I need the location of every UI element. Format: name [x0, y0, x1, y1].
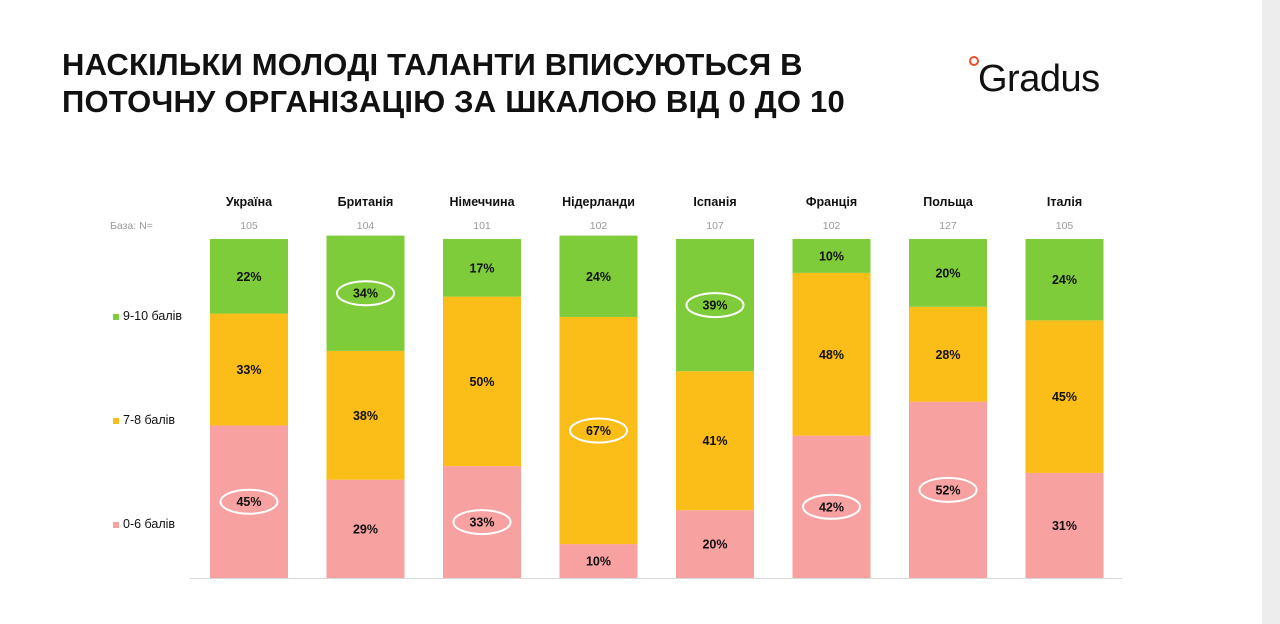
bar-segment [792, 435, 871, 578]
highlight-ellipse [219, 488, 279, 515]
bar-segment [326, 350, 405, 480]
bar-segment [443, 296, 521, 467]
data-label: 41% [702, 434, 727, 448]
data-label: 38% [353, 409, 378, 423]
data-label: 10% [819, 249, 844, 263]
base-n-value: 102 [823, 220, 841, 232]
data-label: 33% [236, 363, 261, 377]
highlight-ellipse [569, 417, 628, 444]
bar-segment [1025, 320, 1104, 473]
data-label: 20% [702, 538, 727, 552]
bar-segment [676, 239, 754, 372]
legend-label: 9-10 балів [123, 309, 182, 323]
page-title: НАСКІЛЬКИ МОЛОДІ ТАЛАНТИ ВПИСУЮТЬСЯ В ПО… [62, 47, 845, 119]
category-label: Британія [338, 195, 394, 209]
data-label: 24% [586, 270, 611, 284]
data-label: 52% [935, 483, 960, 497]
highlight-ellipse [802, 493, 861, 520]
data-label: 20% [935, 266, 960, 280]
highlight-ellipse [336, 280, 395, 307]
data-label: 10% [586, 555, 611, 569]
bar-segment [909, 306, 987, 402]
logo-accent-dot [969, 56, 979, 66]
bar-segment [326, 479, 405, 578]
base-n-label: База: N= [110, 220, 153, 232]
data-label: 24% [1052, 273, 1077, 287]
data-label: 31% [1052, 519, 1077, 533]
gradus-logo: Gradus [968, 54, 1138, 104]
bar-segment [210, 239, 288, 314]
data-label: 22% [236, 270, 261, 284]
window-edge [1262, 0, 1280, 624]
category-label: Іспанія [693, 195, 736, 209]
bar-segment [559, 235, 638, 317]
bar-segment [909, 401, 987, 578]
base-n-value: 101 [473, 220, 491, 232]
highlight-ellipse [452, 509, 512, 536]
data-label: 42% [819, 500, 844, 514]
base-n-value: 104 [357, 220, 375, 232]
category-label: Україна [226, 195, 273, 209]
bar-segment [210, 425, 288, 578]
bar-segment [559, 544, 638, 578]
base-n-value: 105 [1056, 220, 1074, 232]
category-label: Німеччина [449, 195, 515, 209]
category-label: Нідерланди [562, 195, 635, 209]
data-label: 33% [469, 516, 494, 530]
data-label: 29% [353, 522, 378, 536]
highlight-ellipse [685, 292, 745, 319]
legend-swatch [113, 418, 119, 424]
data-label: 28% [935, 348, 960, 362]
base-n-value: 107 [706, 220, 724, 232]
data-label: 34% [353, 287, 378, 301]
bar-segment [326, 235, 405, 351]
bar-segment [559, 316, 638, 545]
bar-segment [210, 313, 288, 426]
base-n-value: 102 [590, 220, 608, 232]
bar-segment [676, 371, 754, 511]
bar-segment [676, 510, 754, 578]
category-label: Польща [923, 195, 974, 209]
bar-segment [792, 239, 871, 273]
data-label: 17% [469, 261, 494, 275]
bar-segment [1025, 239, 1104, 321]
logo-text: Gradus [978, 58, 1100, 100]
bar-segment [443, 239, 521, 297]
bar-segment [443, 466, 521, 578]
legend-label: 7-8 балів [123, 413, 175, 427]
data-label: 67% [586, 424, 611, 438]
data-label: 45% [1052, 390, 1077, 404]
data-label: 45% [236, 495, 261, 509]
category-label: Італія [1047, 195, 1082, 209]
bar-segment [1025, 472, 1104, 578]
bar-segment [909, 239, 987, 307]
base-n-value: 105 [240, 220, 258, 232]
data-label: 39% [702, 299, 727, 313]
highlight-ellipse [918, 476, 978, 503]
bar-segment [792, 272, 871, 436]
base-n-value: 127 [939, 220, 957, 232]
category-label: Франція [806, 195, 857, 209]
data-label: 50% [469, 375, 494, 389]
legend-swatch [113, 522, 119, 528]
legend-swatch [113, 314, 119, 320]
data-label: 48% [819, 348, 844, 362]
legend-label: 0-6 балів [123, 517, 175, 531]
